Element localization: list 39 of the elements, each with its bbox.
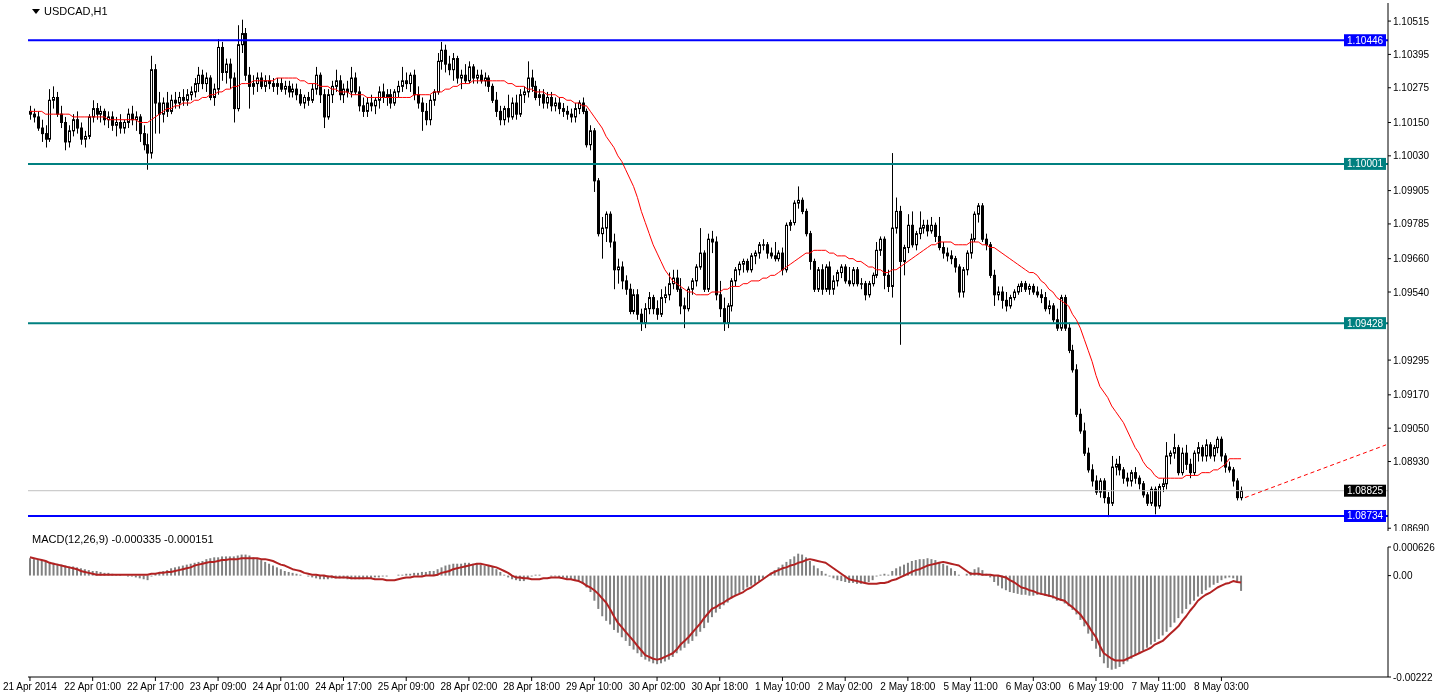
x-tick-label: 5 May 11:00	[943, 681, 999, 693]
x-tick-label: 2 May 18:00	[880, 681, 936, 693]
x-tick-label: 22 Apr 01:00	[64, 681, 122, 693]
y-tick-label: 1.09170	[1393, 389, 1430, 401]
x-tick-label: 22 Apr 17:00	[127, 681, 185, 693]
y-tick-label: 0.000626	[1393, 541, 1436, 553]
x-tick-label: 6 May 03:00	[1005, 681, 1062, 693]
x-tick-label: 30 Apr 18:00	[691, 681, 749, 693]
y-tick-label: 1.10030	[1393, 150, 1430, 162]
x-tick-label: 25 Apr 09:00	[377, 681, 436, 693]
y-tick-label: 1.08930	[1393, 456, 1430, 468]
y-tick-label: 1.09050	[1393, 422, 1430, 434]
y-tick-label: 1.09295	[1393, 354, 1430, 366]
y-tick-label: 1.10515	[1393, 15, 1430, 27]
y-tick-label: 1.09540	[1393, 286, 1430, 298]
x-tick-label: 28 Apr 18:00	[503, 681, 561, 693]
x-tick-label: 29 Apr 10:00	[565, 681, 624, 693]
y-tick-label: 1.10150	[1393, 117, 1430, 129]
x-tick-label: 30 Apr 02:00	[628, 681, 686, 693]
x-tick-label: 23 Apr 09:00	[189, 681, 247, 693]
x-tick-label: 2 May 02:00	[817, 681, 874, 693]
x-tick-label: 6 May 19:00	[1068, 681, 1124, 693]
x-tick-label: 1 May 10:00	[754, 681, 811, 693]
chart-title: MACD(12,26,9) -0.000335 -0.000151	[32, 533, 214, 545]
y-tick-label: 1.10395	[1393, 48, 1430, 60]
chart-title: USDCAD,H1	[44, 5, 108, 17]
x-tick-label: 24 Apr 17:00	[315, 681, 373, 693]
y-tick-label: 0.00	[1393, 570, 1413, 582]
y-tick-label: -0.00222	[1393, 671, 1433, 683]
x-tick-label: 7 May 11:00	[1131, 681, 1187, 693]
y-tick-label: 1.10275	[1393, 82, 1430, 94]
y-tick-label: 1.08690	[1393, 522, 1430, 534]
y-tick-label: 1.09905	[1393, 185, 1430, 197]
y-tick-label: 1.09785	[1393, 218, 1430, 230]
x-tick-label: 21 Apr 2014	[2, 681, 58, 693]
x-tick-label: 8 May 03:00	[1193, 681, 1250, 693]
x-tick-label: 24 Apr 01:00	[252, 681, 310, 693]
x-tick-label: 28 Apr 02:00	[440, 681, 498, 693]
y-tick-label: 1.09660	[1393, 253, 1430, 265]
